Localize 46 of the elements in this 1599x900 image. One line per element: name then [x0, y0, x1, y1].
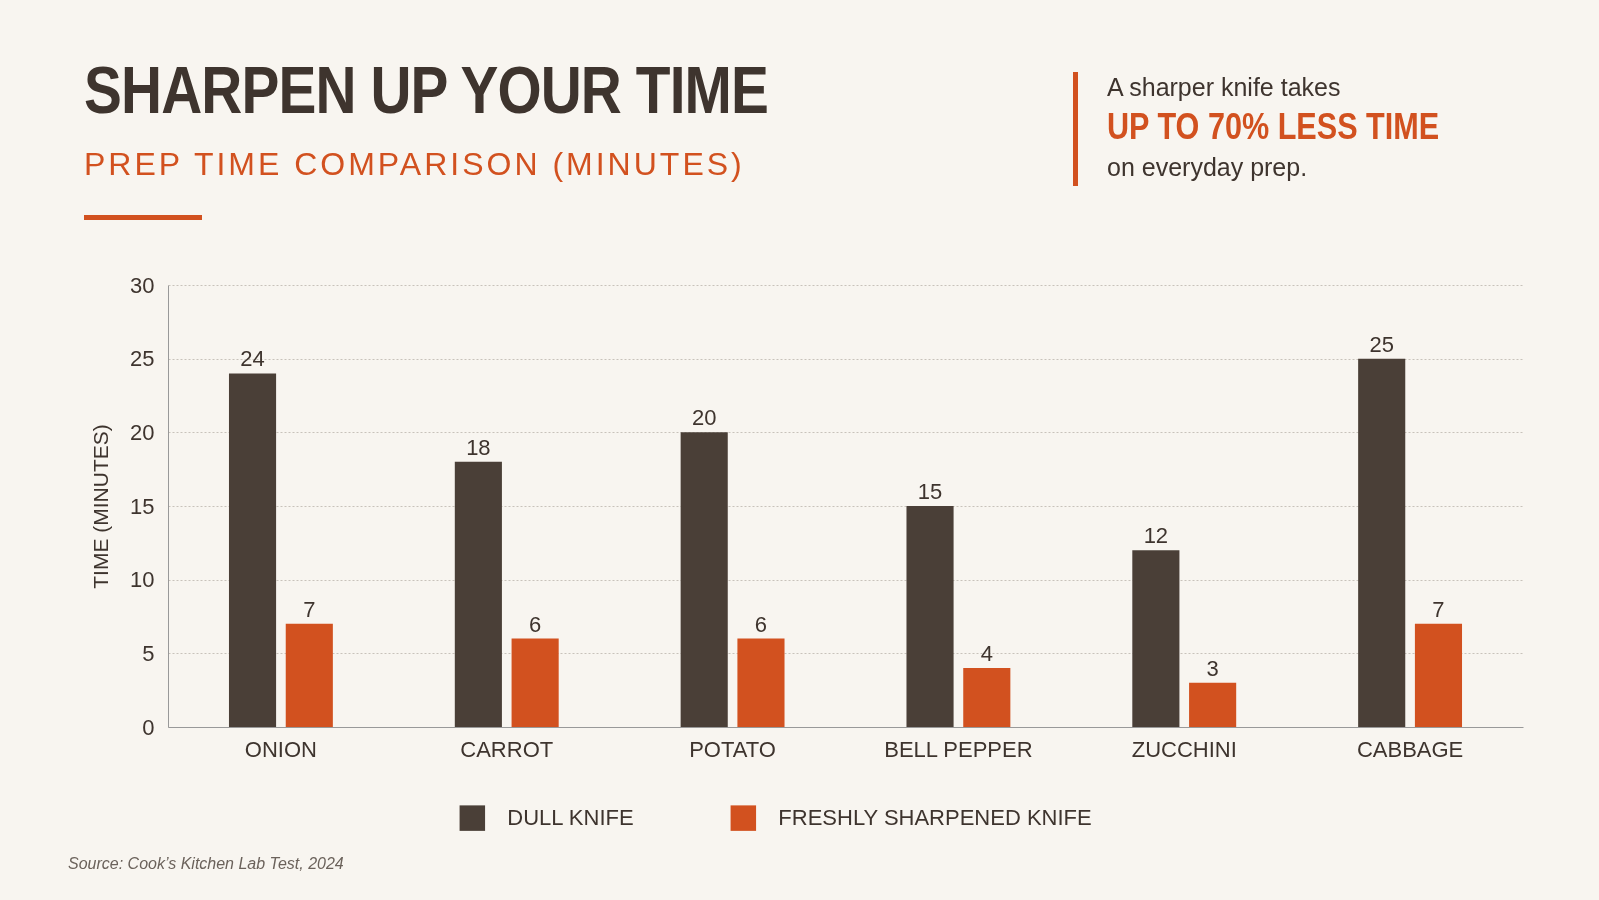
bar: [454, 461, 502, 727]
y-tick-label: 0: [142, 714, 155, 740]
bar: [228, 373, 277, 727]
legend-label: DULL KNIFE: [507, 805, 634, 831]
data-label: 7: [303, 596, 316, 622]
bar: [1132, 550, 1180, 727]
y-tick-label: 5: [142, 640, 155, 666]
data-label: 3: [1206, 655, 1219, 681]
data-label: 20: [691, 405, 717, 431]
text: UP TO 70% LESS TIME: [1107, 105, 1440, 149]
y-axis-title: TIME (MINUTES): [89, 424, 113, 589]
data-label: 18: [466, 434, 491, 460]
chart-subtitle: PREP TIME COMPARISON (MINUTES): [84, 146, 745, 183]
x-tick-label: ZUCCHINI: [1131, 736, 1237, 762]
chart-title: SHARPEN UP YOUR TIME: [84, 52, 769, 128]
y-tick-label: 10: [130, 567, 155, 593]
data-label: 6: [754, 611, 768, 637]
bar: [737, 638, 785, 727]
y-tick-label: 15: [130, 493, 155, 519]
y-tick-label: 20: [130, 419, 155, 445]
data-label: 12: [1143, 523, 1169, 549]
data-label: 25: [1369, 331, 1394, 357]
x-tick-label: POTATO: [689, 736, 776, 762]
bar: [511, 638, 559, 727]
data-label: 7: [1432, 596, 1445, 622]
data-label: 6: [529, 611, 542, 637]
text: A sharper knife takes: [1107, 72, 1342, 103]
data-label: 24: [240, 346, 265, 372]
bar: [1358, 358, 1406, 727]
legend-label: FRESHLY SHARPENED KNIFE: [778, 805, 1092, 831]
y-tick-label: 30: [130, 272, 155, 298]
y-tick-label: 25: [130, 346, 155, 372]
source-note: Source: Cook’s Kitchen Lab Test, 2024: [68, 855, 344, 873]
text: on everyday prep.: [1107, 152, 1309, 183]
bar: [1189, 682, 1237, 727]
x-tick-label: BELL PEPPER: [884, 736, 1033, 762]
x-tick-label: ONION: [244, 736, 317, 762]
bar: [1414, 623, 1463, 727]
bar: [680, 432, 728, 727]
data-label: 4: [980, 641, 993, 667]
data-label: 15: [917, 479, 943, 504]
x-tick-label: CARROT: [460, 736, 554, 762]
bar: [906, 506, 954, 727]
x-tick-label: CABBAGE: [1356, 736, 1464, 762]
bar: [285, 623, 333, 727]
bar: [963, 668, 1011, 727]
